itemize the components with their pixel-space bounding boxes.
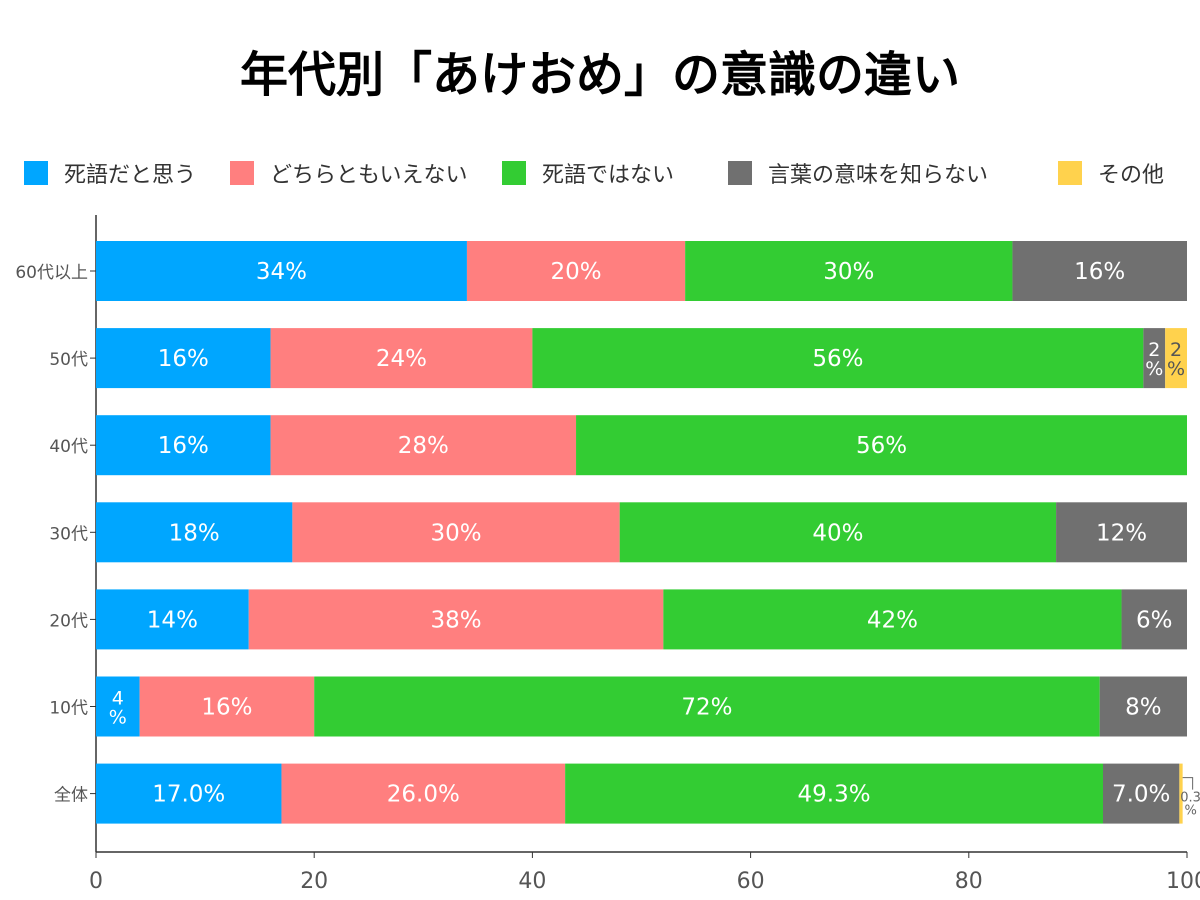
bar-segment bbox=[314, 676, 1100, 737]
legend-swatch bbox=[24, 161, 48, 185]
data-label: 42% bbox=[867, 607, 918, 633]
data-label: 20% bbox=[550, 259, 601, 285]
bar-segment bbox=[619, 502, 1057, 563]
bar-segment bbox=[466, 241, 686, 301]
bar-segment bbox=[1012, 241, 1187, 301]
data-label: 6% bbox=[1136, 607, 1173, 633]
bar-segment bbox=[1056, 502, 1187, 563]
bar-segment bbox=[139, 676, 315, 737]
data-label: 2% bbox=[1167, 339, 1185, 380]
y-tick-label: 10代 bbox=[49, 699, 88, 719]
data-label: 0.3% bbox=[1180, 791, 1200, 819]
bar-segment bbox=[532, 328, 1144, 389]
data-label: 28% bbox=[398, 433, 449, 459]
legend-item: 言葉の意味を知らない bbox=[728, 157, 988, 189]
y-tick-label: 40代 bbox=[49, 437, 88, 457]
data-label: 38% bbox=[430, 607, 481, 633]
legend-swatch bbox=[502, 161, 526, 185]
data-label: 26.0% bbox=[387, 782, 460, 808]
legend-swatch bbox=[230, 161, 254, 185]
data-label: 30% bbox=[823, 259, 874, 285]
x-tick-label: 20 bbox=[300, 869, 328, 894]
y-tick-label: 全体 bbox=[54, 786, 88, 806]
bar-segment bbox=[1099, 676, 1187, 737]
data-label: 18% bbox=[169, 520, 220, 546]
data-label: 8% bbox=[1125, 695, 1162, 721]
legend-swatch bbox=[1058, 161, 1082, 185]
bar-segment bbox=[1179, 763, 1183, 824]
x-tick-label: 60 bbox=[737, 869, 765, 894]
bar-segment bbox=[281, 763, 566, 824]
bar-segment bbox=[663, 589, 1122, 650]
y-tick-label: 20代 bbox=[49, 611, 88, 631]
data-label: 16% bbox=[158, 433, 209, 459]
data-label: 49.3% bbox=[798, 782, 871, 808]
bar-segment bbox=[96, 502, 293, 563]
data-label: 16% bbox=[1074, 259, 1125, 285]
x-tick-label: 0 bbox=[89, 869, 103, 894]
x-tick-label: 40 bbox=[518, 869, 546, 894]
bar-segment bbox=[1121, 589, 1187, 650]
bar-segment bbox=[565, 763, 1103, 824]
data-label: 12% bbox=[1096, 520, 1147, 546]
y-tick-label: 50代 bbox=[49, 350, 88, 370]
data-label: 16% bbox=[158, 346, 209, 372]
data-label: 4% bbox=[109, 688, 127, 729]
bar-segment bbox=[96, 415, 271, 476]
data-label: 56% bbox=[812, 346, 863, 372]
chart-title: 年代別「あけおめ」の意識の違い bbox=[239, 47, 960, 103]
bar-segment bbox=[1143, 328, 1166, 389]
bar-segment bbox=[96, 589, 249, 650]
legend-item: 死語だと思う bbox=[24, 157, 196, 189]
bar-segment bbox=[96, 763, 282, 824]
legend-label: その他 bbox=[1098, 163, 1165, 188]
x-tick-label: 80 bbox=[955, 869, 983, 894]
bar-segment bbox=[270, 415, 577, 476]
legend-item: 死語ではない bbox=[502, 157, 674, 189]
legend-label: 死語ではない bbox=[542, 163, 675, 188]
data-label: 56% bbox=[856, 433, 907, 459]
bar-segment bbox=[96, 241, 467, 301]
data-label: 14% bbox=[147, 607, 198, 633]
legend-item: どちらともいえない bbox=[230, 157, 468, 189]
bar-segment bbox=[1102, 763, 1180, 824]
data-label: 17.0% bbox=[152, 782, 225, 808]
bar-segment bbox=[96, 328, 271, 389]
legend-swatch bbox=[728, 161, 752, 185]
data-label: 7.0% bbox=[1112, 782, 1170, 808]
bar-segment bbox=[576, 415, 1187, 476]
data-label: 16% bbox=[201, 695, 252, 721]
data-label: 72% bbox=[681, 695, 732, 721]
bar-segment bbox=[685, 241, 1013, 301]
label-leader-line bbox=[1182, 777, 1194, 790]
bar-segment bbox=[1165, 328, 1187, 389]
data-label: 2% bbox=[1145, 339, 1163, 380]
data-label: 30% bbox=[430, 520, 481, 546]
legend-label: 死語だと思う bbox=[64, 163, 197, 188]
x-tick-label: 100 bbox=[1166, 869, 1200, 894]
y-tick-label: 30代 bbox=[49, 524, 88, 544]
legend-item: その他 bbox=[1058, 157, 1164, 189]
data-label: 24% bbox=[376, 346, 427, 372]
data-label: 34% bbox=[256, 259, 307, 285]
y-tick-label: 60代以上 bbox=[15, 263, 88, 283]
legend-label: 言葉の意味を知らない bbox=[768, 163, 989, 188]
bar-segment bbox=[270, 328, 533, 389]
bar-segment bbox=[248, 589, 664, 650]
bar-segment bbox=[292, 502, 620, 563]
bar-segment bbox=[96, 676, 140, 737]
legend-label: どちらともいえない bbox=[270, 163, 468, 188]
data-label: 40% bbox=[812, 520, 863, 546]
